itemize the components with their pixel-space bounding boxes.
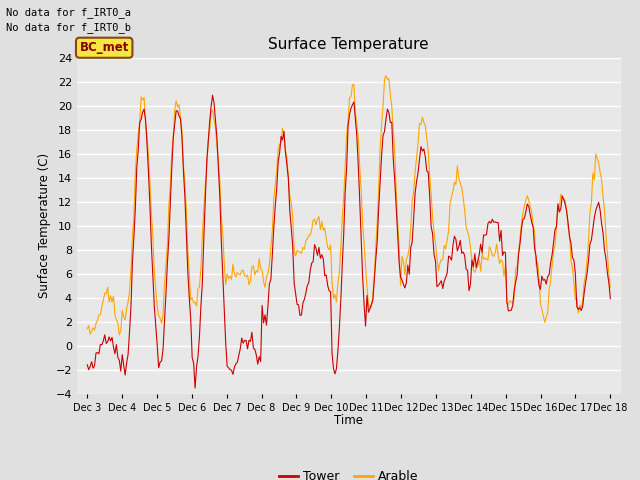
Y-axis label: Surface Temperature (C): Surface Temperature (C) [38,153,51,298]
Text: BC_met: BC_met [79,41,129,54]
X-axis label: Time: Time [334,414,364,427]
Text: No data for f_IRT0_b: No data for f_IRT0_b [6,22,131,33]
Legend: Tower, Arable: Tower, Arable [274,465,424,480]
Title: Surface Temperature: Surface Temperature [269,37,429,52]
Text: No data for f_IRT0_a: No data for f_IRT0_a [6,7,131,18]
